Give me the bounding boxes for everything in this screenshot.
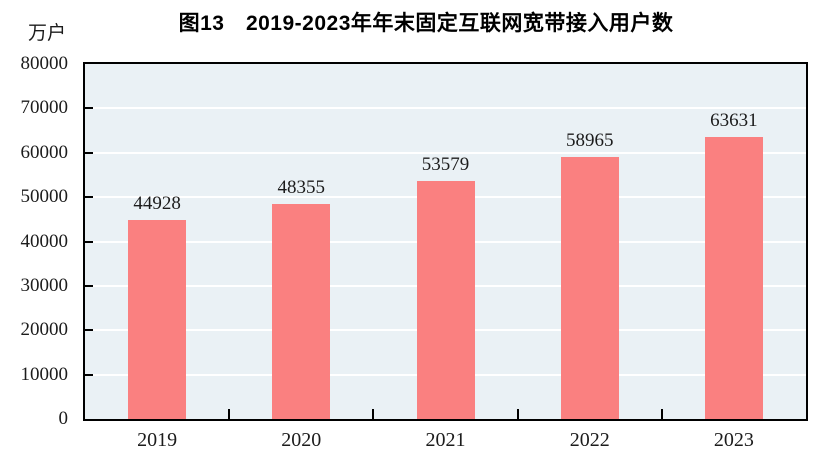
y-axis-label-70000: 70000 <box>20 97 69 119</box>
plot-area: 44928 48355 53579 58965 63631 <box>83 62 808 421</box>
y-axis-label-10000: 10000 <box>20 363 69 385</box>
y-axis-label-20000: 20000 <box>20 319 69 341</box>
bar-2021 <box>416 181 475 419</box>
x-axis-label-2019: 2019 <box>137 429 178 451</box>
y-axis-label-0: 0 <box>58 408 69 429</box>
y-axis-unit-label: 万户 <box>28 23 67 44</box>
x-axis-label-2022: 2022 <box>569 429 610 451</box>
x-tick-boundary-3 <box>516 409 519 419</box>
x-axis-label-2023: 2023 <box>713 429 754 451</box>
y-axis-label-30000: 30000 <box>20 274 69 296</box>
gridline-60000 <box>85 151 806 154</box>
y-tick-30000 <box>85 284 93 287</box>
x-axis-label-2021: 2021 <box>425 429 466 451</box>
chart-title: 图13 2019-2023年年末固定互联网宽带接入用户数 <box>178 12 674 35</box>
y-tick-60000 <box>85 151 93 154</box>
bar-value-label-2023: 63631 <box>710 109 758 131</box>
y-axis-label-40000: 40000 <box>20 230 69 252</box>
bar-2023 <box>704 136 763 419</box>
bar-2022 <box>560 157 619 419</box>
bar-value-label-2021: 53579 <box>421 154 470 176</box>
y-tick-10000 <box>85 373 93 376</box>
x-tick-boundary-4 <box>660 409 663 419</box>
bar-2020 <box>272 204 331 419</box>
y-axis-label-80000: 80000 <box>20 53 69 74</box>
bar-2019 <box>128 219 187 419</box>
x-axis-label-2020: 2020 <box>281 429 322 451</box>
bar-value-label-2020: 48355 <box>277 177 326 199</box>
x-tick-boundary-1 <box>228 409 231 419</box>
bar-value-label-2022: 58965 <box>565 130 614 152</box>
gridline-70000 <box>85 107 806 110</box>
y-tick-40000 <box>85 240 93 243</box>
y-axis-label-60000: 60000 <box>20 141 69 163</box>
bar-value-label-2019: 44928 <box>133 192 181 214</box>
y-tick-50000 <box>85 196 93 199</box>
y-tick-20000 <box>85 329 93 332</box>
x-tick-boundary-2 <box>372 409 375 419</box>
y-axis-label-50000: 50000 <box>20 186 69 208</box>
y-tick-70000 <box>85 107 93 110</box>
